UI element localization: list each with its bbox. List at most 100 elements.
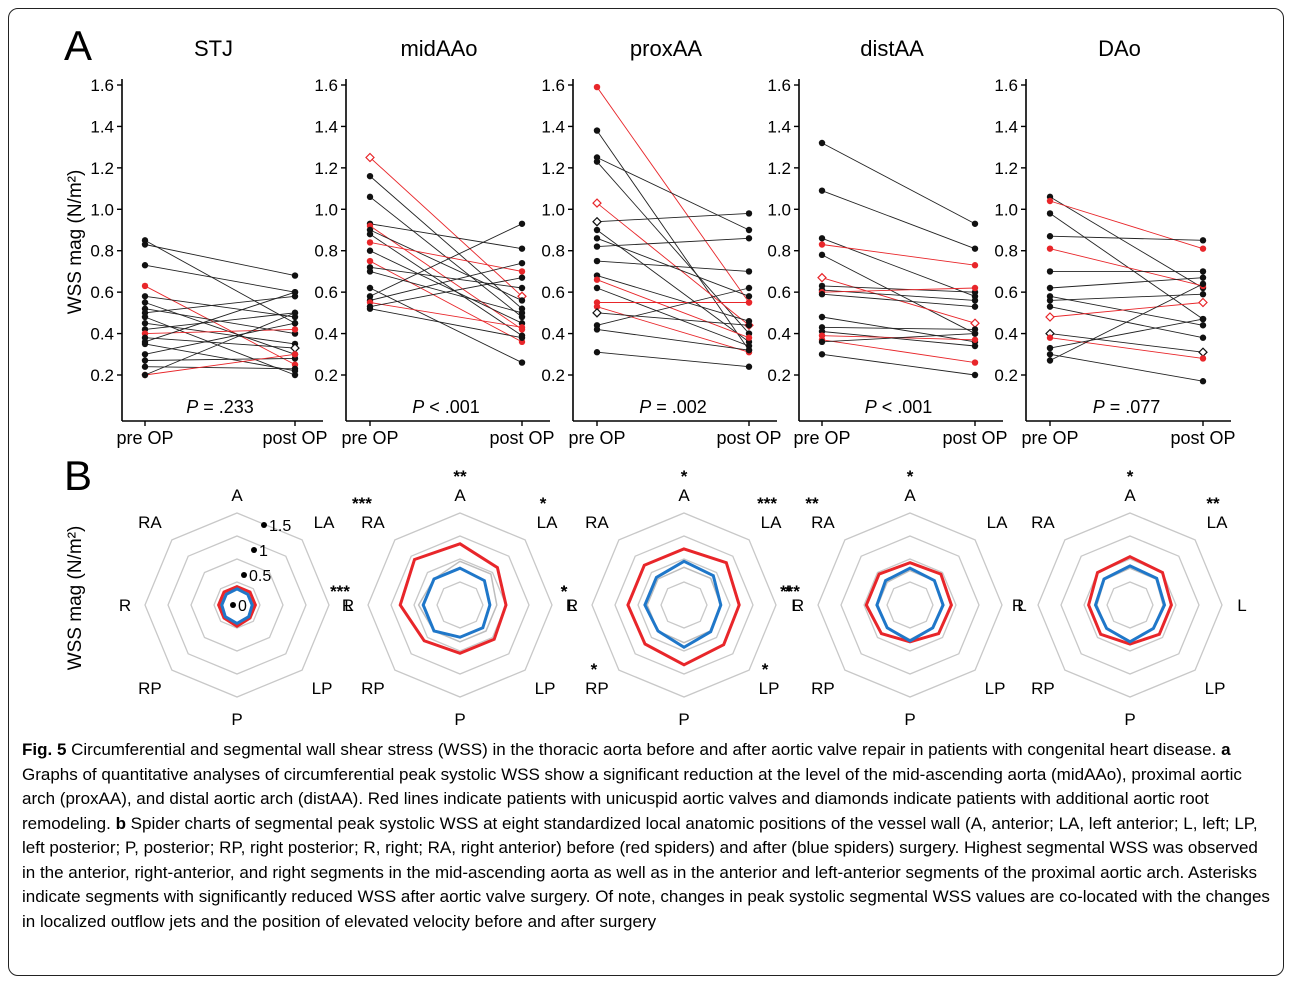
scale-label: 0 [238, 598, 247, 615]
radar-axis-label: RA [811, 513, 835, 532]
patient-point [291, 326, 299, 333]
patient-point [971, 336, 979, 343]
y-tick-label: 1.2 [767, 159, 791, 178]
patient-point [1046, 357, 1054, 364]
patient-point [141, 351, 149, 358]
patient-point [518, 334, 526, 341]
patient-point [141, 262, 149, 269]
patient-point [141, 313, 149, 321]
chart-title: STJ [194, 36, 233, 61]
y-tick-label: 1.4 [767, 117, 791, 136]
radar-axis-label: L [344, 596, 353, 615]
y-tick-label: 0.2 [767, 366, 791, 385]
caption-intro: Circumferential and segmental wall shear… [66, 740, 1222, 759]
radar-axis-label: RA [361, 513, 385, 532]
patient-line [369, 233, 523, 337]
patient-point [745, 334, 753, 341]
patient-line [1049, 248, 1204, 287]
patient-point [971, 284, 979, 292]
y-tick-label: 1.4 [314, 117, 338, 136]
x-tick-label: pre OP [568, 428, 625, 448]
radar-grid-ring [390, 535, 530, 675]
patient-point [518, 220, 526, 227]
patient-point [518, 309, 526, 317]
patient-line [1049, 337, 1204, 359]
patient-point [366, 230, 374, 238]
patient-point [971, 342, 979, 350]
radar-axis-label: RP [138, 679, 162, 698]
radar-axis-label: A [904, 486, 916, 505]
patient-point [1199, 378, 1207, 385]
radar-grid-ring [886, 581, 934, 629]
patient-point [1199, 274, 1207, 281]
scale-dot [251, 547, 257, 553]
figure-frame [8, 8, 1284, 976]
radar-axis-label: RP [811, 679, 835, 698]
patient-point [1199, 237, 1207, 244]
patient-point [971, 220, 979, 227]
scale-label: 1 [259, 543, 268, 560]
scale-dot [241, 572, 247, 578]
patient-line [369, 223, 523, 297]
patient-point [1199, 355, 1207, 362]
patient-point [291, 351, 299, 358]
patient-point [745, 210, 753, 217]
patient-point [366, 257, 374, 265]
patient-line [821, 190, 976, 250]
patient-line [144, 295, 296, 314]
patient-diamond-point [1198, 297, 1208, 308]
radar-axis-label: R [792, 596, 804, 615]
scale-dot [230, 602, 236, 608]
patient-line [144, 291, 296, 343]
patient-line [821, 142, 976, 225]
patient-point [291, 288, 299, 296]
radar-grid-ring [190, 558, 284, 652]
patient-line [821, 254, 976, 334]
radar-axis-label: R [1012, 596, 1024, 615]
significance-stars: ** [677, 732, 691, 735]
scale-dot [261, 522, 267, 528]
y-tick-label: 1.6 [90, 76, 114, 95]
patient-diamond-point [1198, 347, 1208, 358]
patient-line [144, 353, 296, 376]
radar-pre-op-polygon [216, 584, 258, 628]
patient-point [745, 322, 753, 329]
radar-axis-label: R [342, 596, 354, 615]
significance-stars: ** [1206, 494, 1220, 513]
patient-point [593, 127, 601, 134]
radar-axis-label: LP [985, 679, 1006, 698]
patient-point [366, 172, 374, 180]
radar-reference-polygon [646, 566, 722, 644]
scale-label: 0.5 [249, 568, 271, 585]
patient-line [821, 326, 976, 330]
y-tick-label: 1.4 [90, 117, 114, 136]
patient-line [1049, 277, 1204, 289]
patient-line [1049, 283, 1204, 361]
patient-point [971, 330, 979, 337]
radar-axis-label: A [231, 486, 243, 505]
patient-line [1049, 293, 1204, 301]
radar-axis-label: P [231, 710, 242, 729]
patient-line [144, 322, 296, 345]
significance-stars: *** [352, 494, 372, 513]
radar-post-op-polygon [875, 566, 945, 643]
radar-axis-label: LA [537, 513, 558, 532]
patient-point [745, 346, 753, 354]
patient-point [518, 274, 526, 281]
patient-point [1199, 268, 1207, 275]
y-tick-label: 1.0 [541, 200, 565, 219]
patient-line [369, 277, 523, 308]
patient-line [144, 366, 296, 370]
radar-grid-ring [167, 535, 307, 675]
panel-a-label: A [64, 22, 93, 69]
patient-point [971, 371, 979, 379]
patient-line [144, 285, 296, 366]
significance-stars: ** [453, 467, 467, 486]
patient-point [366, 193, 374, 201]
patient-point [291, 365, 299, 372]
patient-line [1049, 196, 1204, 289]
patient-point [141, 282, 149, 290]
y-tick-label: 0.6 [314, 283, 338, 302]
y-tick-label: 0.6 [767, 283, 791, 302]
x-tick-label: pre OP [793, 428, 850, 448]
